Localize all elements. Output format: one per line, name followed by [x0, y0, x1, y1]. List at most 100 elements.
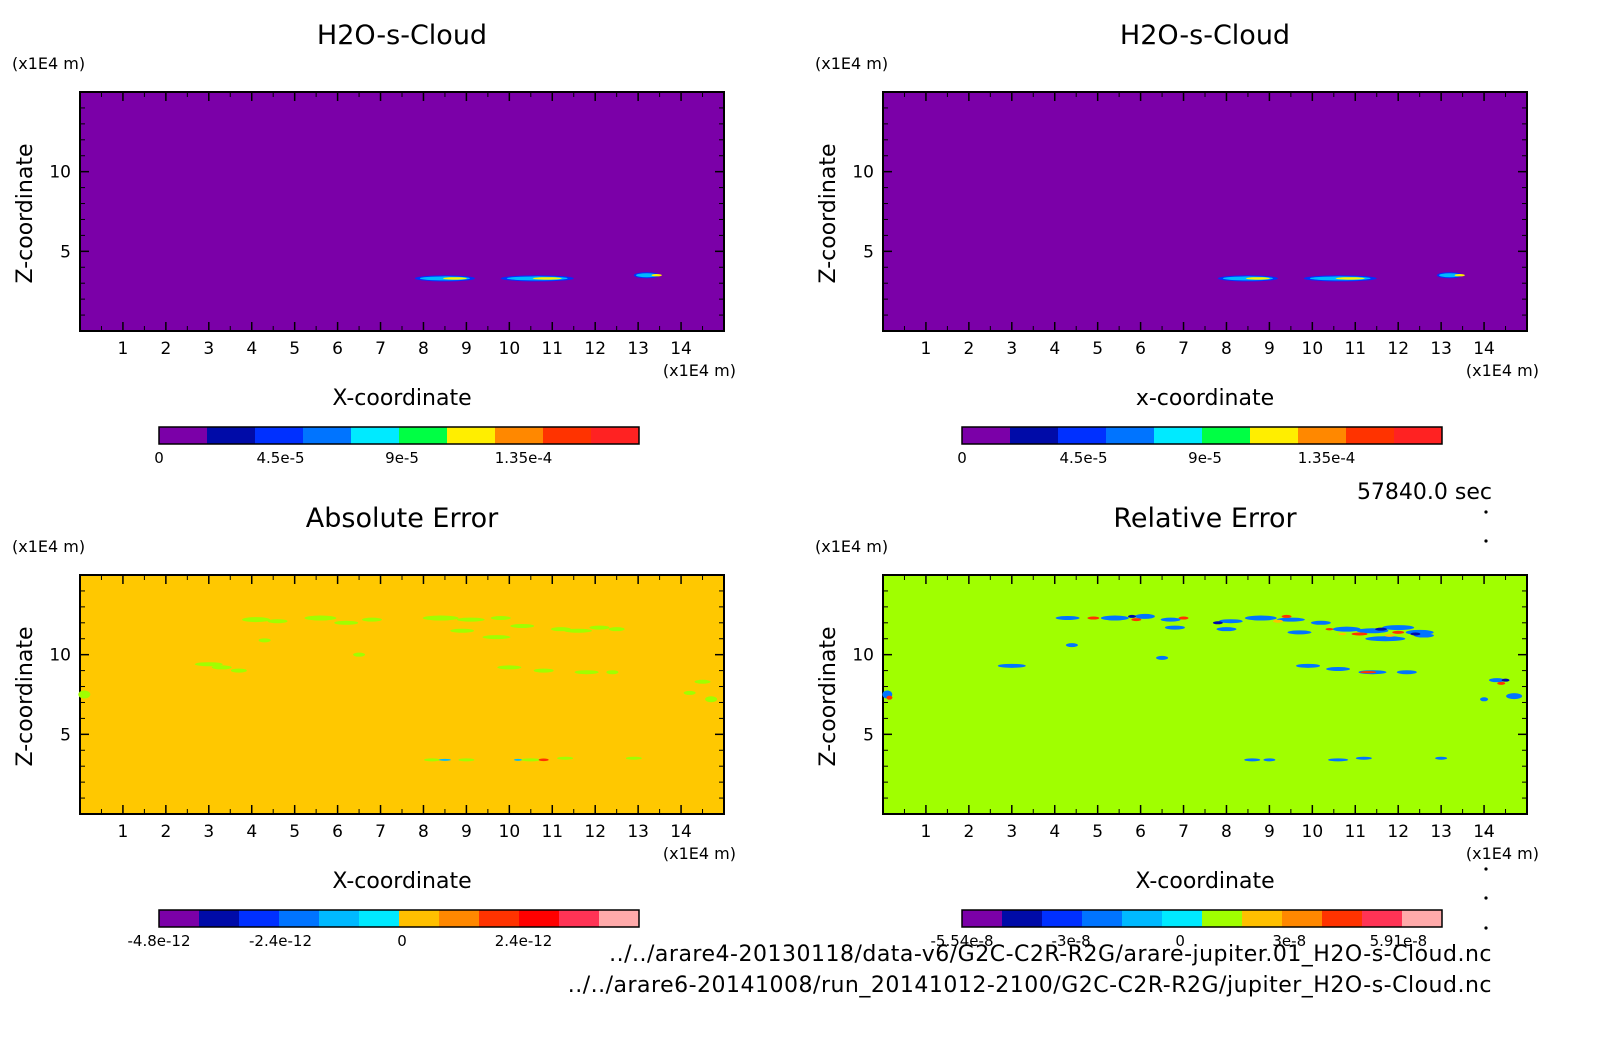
y-tick-label: 10	[49, 646, 71, 666]
colorbar-swatch	[1082, 910, 1123, 927]
x-tick-label: 14	[670, 339, 692, 359]
colorbar-swatch	[1242, 910, 1283, 927]
colorbar-swatch	[255, 427, 304, 444]
y-tick-label: 5	[60, 725, 71, 745]
colorbar-swatch	[1202, 427, 1251, 444]
field-background	[883, 575, 1527, 814]
error-patch-neg	[1156, 655, 1169, 660]
colorbar-swatch	[543, 427, 592, 444]
panel-title: Absolute Error	[306, 503, 499, 534]
x-tick-label: 4	[1049, 822, 1060, 842]
colorbar-swatch	[599, 910, 640, 927]
x-tick-label: 1	[921, 822, 932, 842]
error-patch	[564, 628, 593, 633]
colorbar-swatch	[1058, 427, 1107, 444]
error-patch-neg-strong	[1375, 627, 1388, 631]
error-patch	[424, 758, 441, 762]
error-patch	[589, 625, 610, 630]
panel-title: H2O-s-Cloud	[317, 20, 487, 51]
error-patch-neg	[1332, 626, 1361, 632]
colorbar-swatch	[1402, 910, 1443, 927]
colorbar-swatch	[962, 910, 1003, 927]
x-tick-label: 2	[963, 339, 974, 359]
y-axis-label: Z-coordinate	[816, 144, 841, 284]
x-tick-label: 13	[627, 822, 649, 842]
x-tick-label: 7	[1178, 339, 1189, 359]
error-patch-neg	[1263, 758, 1276, 762]
colorbar: 0 4.5e-5 9e-5 1.35e-4	[154, 426, 640, 467]
colorbar-swatch	[1282, 910, 1323, 927]
colorbar-swatch	[351, 427, 400, 444]
error-patch-pos	[1392, 630, 1405, 634]
x-tick-label: 8	[418, 339, 429, 359]
x-tick-label: 6	[1135, 822, 1146, 842]
cloud-core	[532, 277, 562, 280]
error-patch-neg-strong	[1212, 621, 1223, 625]
y-unit-label: (x1E4 m)	[12, 54, 85, 73]
y-tick-label: 10	[852, 646, 874, 666]
error-patch-pos	[1360, 670, 1377, 674]
x-unit-label: (x1E4 m)	[663, 361, 736, 380]
colorbar-swatch	[1042, 910, 1083, 927]
x-tick-label: 13	[627, 339, 649, 359]
error-patch-pos-mid	[1338, 632, 1347, 636]
x-tick-label: 5	[1092, 339, 1103, 359]
colorbar-swatch	[399, 427, 448, 444]
colorbar-swatch	[1154, 427, 1203, 444]
panel-4: Relative Error(x1E4 m)1 2 3 4 5 6 7 8 9 10 11 12 13 1…	[815, 503, 1539, 950]
error-patch	[683, 690, 696, 695]
x-tick-label: 10	[1302, 822, 1324, 842]
error-patch-neg	[1326, 667, 1351, 672]
cloud-core	[651, 274, 662, 277]
time-label: 57840.0 sec	[1356, 480, 1492, 505]
x-tick-label: 6	[332, 339, 343, 359]
y-axis-label: Z-coordinate	[13, 144, 38, 284]
y-unit-label: (x1E4 m)	[12, 537, 85, 556]
error-patch	[574, 670, 599, 675]
colorbar-swatch	[1010, 427, 1059, 444]
x-tick-label: 11	[1344, 339, 1366, 359]
x-tick-label: 3	[203, 339, 214, 359]
error-patch	[230, 668, 247, 673]
y-tick-label: 5	[863, 725, 874, 745]
x-tick-label: 7	[375, 822, 386, 842]
error-patch	[242, 617, 271, 623]
colorbar-swatch	[1122, 910, 1163, 927]
error-patch-neg	[997, 663, 1026, 668]
panel-title: Relative Error	[1113, 503, 1297, 534]
error-patch	[450, 628, 475, 633]
x-tick-label: 1	[118, 339, 129, 359]
edge-marker-dot	[1484, 896, 1488, 900]
x-tick-label: 11	[1344, 822, 1366, 842]
colorbar-swatch	[447, 427, 496, 444]
x-axis-label: X-coordinate	[1135, 869, 1274, 894]
error-patch-pos	[1325, 627, 1334, 631]
error-patch-neg-strong	[1501, 678, 1510, 682]
x-unit-label: (x1E4 m)	[1466, 844, 1539, 863]
x-tick-label: 8	[1221, 339, 1232, 359]
y-tick-label: 10	[49, 163, 71, 183]
error-patch-neg	[1488, 678, 1505, 683]
colorbar-tick-label: 4.5e-5	[256, 449, 304, 467]
colorbar: 0 4.5e-5 9e-5 1.35e-4	[957, 426, 1443, 467]
edge-marker-dot	[1484, 867, 1488, 871]
cloud-mid	[635, 273, 658, 278]
colorbar-swatch	[479, 910, 520, 927]
error-patch	[78, 690, 91, 699]
error-patch-neg	[1287, 630, 1312, 635]
cloud-feature	[633, 272, 662, 279]
colorbar-tick-label: 3e-8	[1272, 932, 1306, 950]
error-patch	[334, 620, 359, 625]
error-patch-pos	[538, 758, 549, 762]
error-patch-neg	[1065, 643, 1078, 648]
x-tick-label: 3	[203, 822, 214, 842]
error-patch-neg	[513, 758, 522, 761]
colorbar-tick-label: 2.4e-12	[495, 932, 553, 950]
colorbar-tick-label: 4.5e-5	[1059, 449, 1107, 467]
colorbar-swatch	[279, 910, 320, 927]
error-patch	[490, 616, 511, 621]
error-patch-neg	[1244, 758, 1261, 762]
cloud-core	[1335, 277, 1365, 280]
error-patch	[267, 619, 288, 624]
